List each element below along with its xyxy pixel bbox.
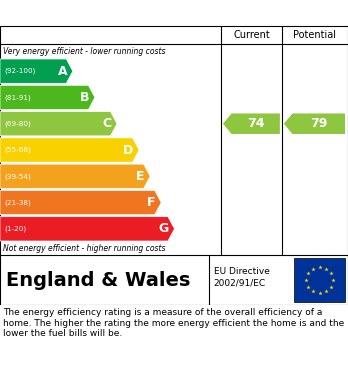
Polygon shape: [0, 190, 161, 215]
Text: Current: Current: [233, 30, 270, 40]
Text: (92-100): (92-100): [4, 68, 35, 74]
Text: 79: 79: [310, 117, 327, 130]
Polygon shape: [223, 113, 280, 134]
Text: (55-68): (55-68): [4, 147, 31, 153]
Text: E: E: [136, 170, 145, 183]
Polygon shape: [0, 59, 73, 83]
Text: A: A: [58, 65, 67, 78]
Polygon shape: [0, 217, 174, 241]
Text: Energy Efficiency Rating: Energy Efficiency Rating: [69, 5, 279, 20]
Text: D: D: [123, 143, 134, 156]
Text: B: B: [80, 91, 89, 104]
Polygon shape: [0, 164, 150, 188]
Text: The energy efficiency rating is a measure of the overall efficiency of a home. T: The energy efficiency rating is a measur…: [3, 308, 344, 338]
Text: Potential: Potential: [293, 30, 337, 40]
Text: C: C: [102, 117, 111, 130]
Bar: [294, 258, 345, 302]
Text: 74: 74: [247, 117, 264, 130]
Text: (1-20): (1-20): [4, 226, 26, 232]
Polygon shape: [0, 138, 139, 162]
Text: England & Wales: England & Wales: [6, 271, 190, 289]
Text: F: F: [147, 196, 156, 209]
Text: Not energy efficient - higher running costs: Not energy efficient - higher running co…: [3, 244, 166, 253]
Text: (21-38): (21-38): [4, 199, 31, 206]
Polygon shape: [0, 85, 95, 109]
Polygon shape: [284, 113, 345, 134]
Polygon shape: [0, 111, 117, 136]
Text: Very energy efficient - lower running costs: Very energy efficient - lower running co…: [3, 47, 166, 56]
Text: EU Directive
2002/91/EC: EU Directive 2002/91/EC: [214, 267, 270, 288]
Text: (69-80): (69-80): [4, 120, 31, 127]
Text: G: G: [159, 222, 169, 235]
Text: (39-54): (39-54): [4, 173, 31, 179]
Text: (81-91): (81-91): [4, 94, 31, 100]
